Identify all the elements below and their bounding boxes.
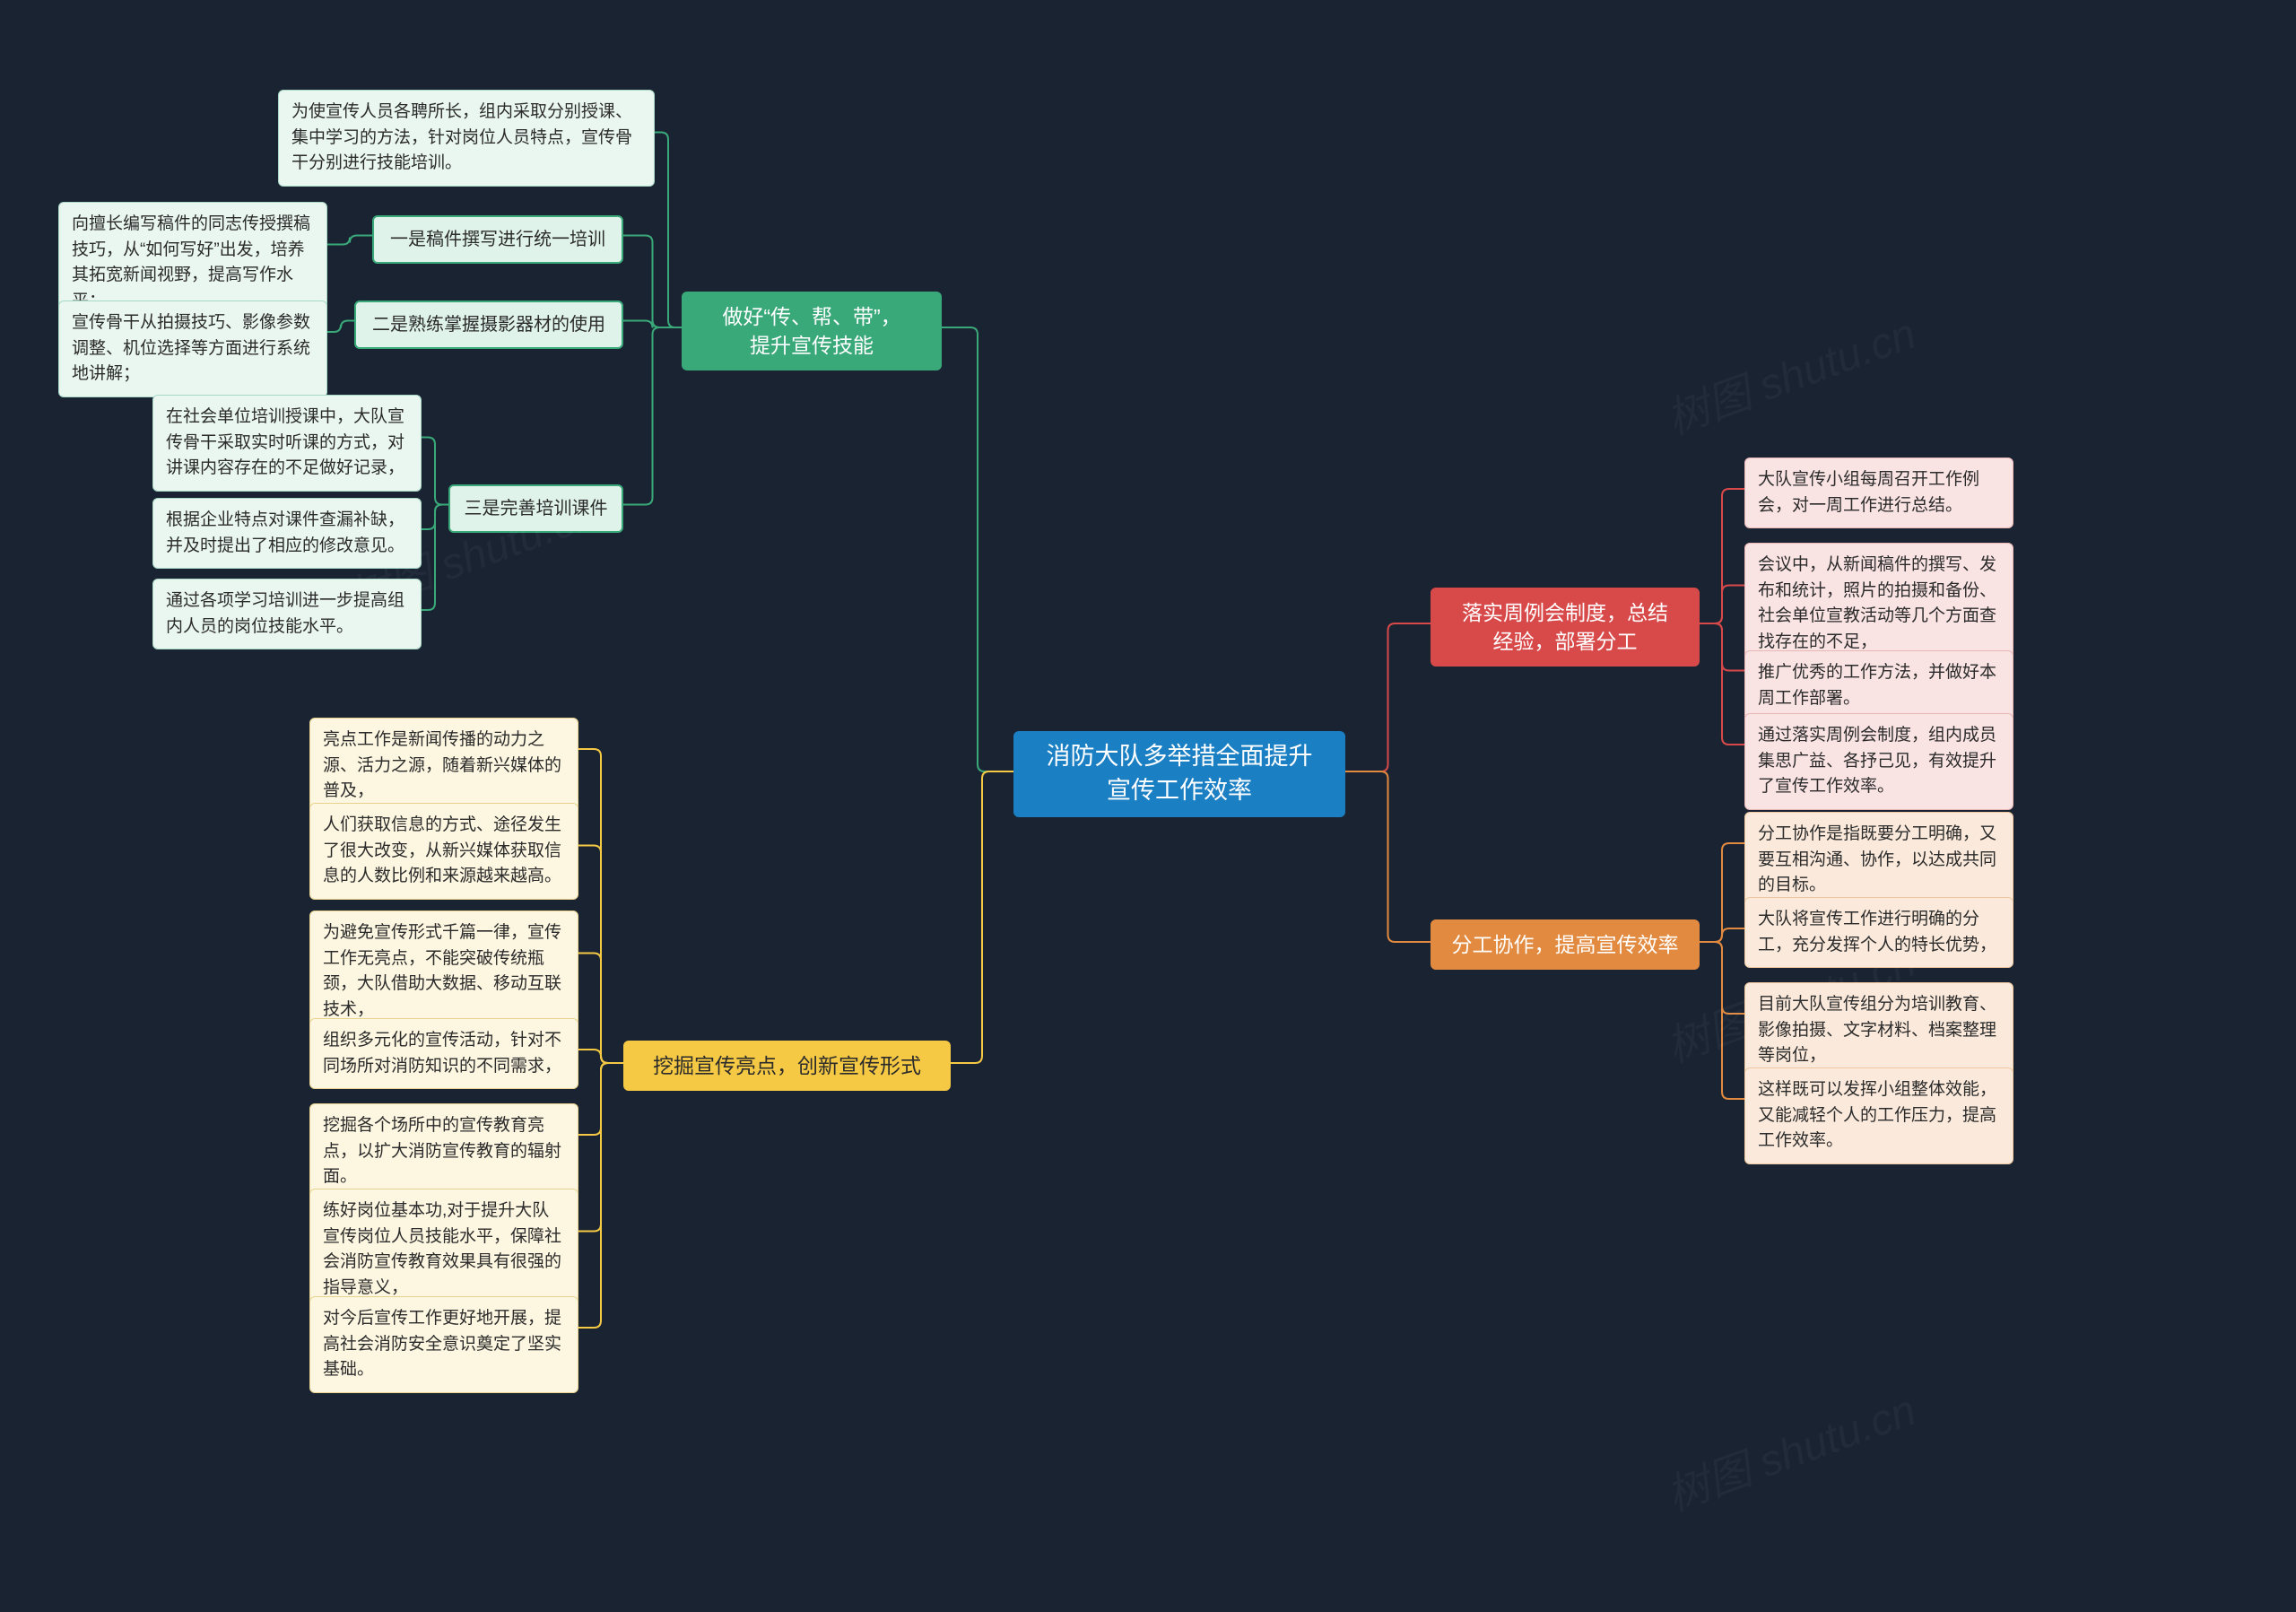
connector <box>578 1063 623 1328</box>
leaf-l5-label: 根据企业特点对课件查漏补缺，并及时提出了相应的修改意见。 <box>166 508 408 559</box>
connector <box>422 438 448 505</box>
leaf-l1-label: 为使宣传人员各聘所长，组内采取分别授课、集中学习的方法，针对岗位人员特点，宣传骨… <box>291 100 641 177</box>
branch-b3-label: 落实周例会制度，总结经验，部署分工 <box>1462 598 1668 656</box>
leaf-l19-label: 大队将宣传工作进行明确的分工，充分发挥个人的特长优势， <box>1758 907 2000 958</box>
branch-b2-label: 挖掘宣传亮点，创新宣传形式 <box>653 1051 921 1080</box>
leaf-l8-label: 人们获取信息的方式、途径发生了很大改变，从新兴媒体获取信息的人数比例和来源越来越… <box>323 813 565 890</box>
leaf-l20: 目前大队宣传组分为培训教育、影像拍摄、文字材料、档案整理等岗位， <box>1744 982 2013 1079</box>
sub-s2-label: 二是熟练掌握摄影器材的使用 <box>372 311 605 338</box>
connector <box>1700 623 1744 671</box>
connector <box>1345 771 1431 942</box>
leaf-l16: 推广优秀的工作方法，并做好本周工作部署。 <box>1744 650 2013 721</box>
sub-s1-label: 一是稿件撰写进行统一培训 <box>390 226 605 253</box>
sub-s2: 二是熟练掌握摄影器材的使用 <box>354 301 623 349</box>
leaf-l3-label: 宣传骨干从拍摄技巧、影像参数调整、机位选择等方面进行系统地讲解； <box>72 310 314 388</box>
connector <box>951 771 1013 1063</box>
sub-s3: 三是完善培训课件 <box>448 484 623 533</box>
leaf-l9-label: 为避免宣传形式千篇一律，宣传工作无亮点，不能突破传统瓶颈，大队借助大数据、移动互… <box>323 920 565 1023</box>
leaf-l11-label: 挖掘各个场所中的宣传教育亮点，以扩大消防宣传教育的辐射面。 <box>323 1113 565 1190</box>
leaf-l7-label: 亮点工作是新闻传播的动力之源、活力之源，随着新兴媒体的普及， <box>323 728 565 805</box>
leaf-l17-label: 通过落实周例会制度，组内成员集思广益、各抒己见，有效提升了宣传工作效率。 <box>1758 723 2000 800</box>
leaf-l21-label: 这样既可以发挥小组整体效能，又能减轻个人的工作压力，提高工作效率。 <box>1758 1077 2000 1155</box>
leaf-l14: 大队宣传小组每周召开工作例会，对一周工作进行总结。 <box>1744 457 2013 528</box>
connector <box>1700 489 1744 623</box>
root-node-label: 消防大队多举措全面提升宣传工作效率 <box>1047 740 1313 808</box>
root-node: 消防大队多举措全面提升宣传工作效率 <box>1013 731 1345 817</box>
connector <box>655 133 682 328</box>
connector <box>578 749 623 1063</box>
branch-b1: 做好“传、帮、带”，提升宣传技能 <box>682 292 942 370</box>
connector <box>327 236 372 245</box>
leaf-l10-label: 组织多元化的宣传活动，针对不同场所对消防知识的不同需求， <box>323 1028 565 1079</box>
leaf-l12-label: 练好岗位基本功,对于提升大队宣传岗位人员技能水平，保障社会消防宣传教育效果具有很… <box>323 1198 565 1301</box>
sub-s1: 一是稿件撰写进行统一培训 <box>372 215 623 264</box>
leaf-l6-label: 通过各项学习培训进一步提高组内人员的岗位技能水平。 <box>166 588 408 640</box>
connector <box>623 327 682 505</box>
connector <box>578 1050 623 1063</box>
leaf-l5: 根据企业特点对课件查漏补缺，并及时提出了相应的修改意见。 <box>152 498 422 569</box>
connector <box>578 1063 623 1135</box>
leaf-l17: 通过落实周例会制度，组内成员集思广益、各抒己见，有效提升了宣传工作效率。 <box>1744 713 2013 810</box>
branch-b2: 挖掘宣传亮点，创新宣传形式 <box>623 1041 951 1091</box>
leaf-l10: 组织多元化的宣传活动，针对不同场所对消防知识的不同需求， <box>309 1018 578 1089</box>
leaf-l15-label: 会议中，从新闻稿件的撰写、发布和统计，照片的拍摄和备份、社会单位宣教活动等几个方… <box>1758 553 2000 655</box>
leaf-l1: 为使宣传人员各聘所长，组内采取分别授课、集中学习的方法，针对岗位人员特点，宣传骨… <box>278 90 655 187</box>
leaf-l19: 大队将宣传工作进行明确的分工，充分发挥个人的特长优势， <box>1744 897 2013 968</box>
leaf-l14-label: 大队宣传小组每周召开工作例会，对一周工作进行总结。 <box>1758 467 2000 518</box>
leaf-l7: 亮点工作是新闻传播的动力之源、活力之源，随着新兴媒体的普及， <box>309 718 578 815</box>
connector <box>422 505 448 611</box>
leaf-l16-label: 推广优秀的工作方法，并做好本周工作部署。 <box>1758 660 2000 711</box>
connector <box>623 320 682 328</box>
connector <box>578 954 623 1064</box>
leaf-l13-label: 对今后宣传工作更好地开展，提高社会消防安全意识奠定了坚实基础。 <box>323 1306 565 1383</box>
connector <box>1700 942 1744 1014</box>
branch-b3: 落实周例会制度，总结经验，部署分工 <box>1431 588 1700 667</box>
leaf-l15: 会议中，从新闻稿件的撰写、发布和统计，照片的拍摄和备份、社会单位宣教活动等几个方… <box>1744 543 2013 665</box>
connector <box>1700 623 1744 745</box>
connector <box>578 846 623 1064</box>
leaf-l18: 分工协作是指既要分工明确，又要互相沟通、协作，以达成共同的目标。 <box>1744 812 2013 909</box>
connector <box>578 1063 623 1232</box>
leaf-l12: 练好岗位基本功,对于提升大队宣传岗位人员技能水平，保障社会消防宣传教育效果具有很… <box>309 1189 578 1311</box>
leaf-l20-label: 目前大队宣传组分为培训教育、影像拍摄、文字材料、档案整理等岗位， <box>1758 992 2000 1069</box>
connector <box>942 327 1013 771</box>
connector <box>422 505 448 530</box>
leaf-l21: 这样既可以发挥小组整体效能，又能减轻个人的工作压力，提高工作效率。 <box>1744 1067 2013 1164</box>
branch-b4-label: 分工协作，提高宣传效率 <box>1452 930 1679 959</box>
connector <box>1700 942 1744 1099</box>
leaf-l3: 宣传骨干从拍摄技巧、影像参数调整、机位选择等方面进行系统地讲解； <box>58 301 327 397</box>
leaf-l11: 挖掘各个场所中的宣传教育亮点，以扩大消防宣传教育的辐射面。 <box>309 1103 578 1200</box>
leaf-l8: 人们获取信息的方式、途径发生了很大改变，从新兴媒体获取信息的人数比例和来源越来越… <box>309 803 578 900</box>
connector <box>1700 928 1744 942</box>
branch-b4: 分工协作，提高宣传效率 <box>1431 919 1700 970</box>
leaf-l6: 通过各项学习培训进一步提高组内人员的岗位技能水平。 <box>152 579 422 649</box>
branch-b1-label: 做好“传、帮、带”，提升宣传技能 <box>722 302 900 360</box>
watermark: 树图 shutu.cn <box>1657 298 1923 446</box>
connector <box>1700 843 1744 942</box>
leaf-l2-label: 向擅长编写稿件的同志传授撰稿技巧，从“如何写好”出发，培养其拓宽新闻视野，提高写… <box>72 212 314 314</box>
leaf-l4-label: 在社会单位培训授课中，大队宣传骨干采取实时听课的方式，对讲课内容存在的不足做好记… <box>166 405 408 482</box>
connector <box>623 236 682 328</box>
sub-s3-label: 三是完善培训课件 <box>465 495 608 522</box>
leaf-l9: 为避免宣传形式千篇一律，宣传工作无亮点，不能突破传统瓶颈，大队借助大数据、移动互… <box>309 911 578 1033</box>
leaf-l13: 对今后宣传工作更好地开展，提高社会消防安全意识奠定了坚实基础。 <box>309 1296 578 1393</box>
connector <box>1700 586 1744 624</box>
connector <box>1345 623 1431 771</box>
leaf-l4: 在社会单位培训授课中，大队宣传骨干采取实时听课的方式，对讲课内容存在的不足做好记… <box>152 395 422 492</box>
watermark: 树图 shutu.cn <box>1657 1374 1923 1522</box>
connector <box>327 321 354 333</box>
leaf-l18-label: 分工协作是指既要分工明确，又要互相沟通、协作，以达成共同的目标。 <box>1758 822 2000 899</box>
